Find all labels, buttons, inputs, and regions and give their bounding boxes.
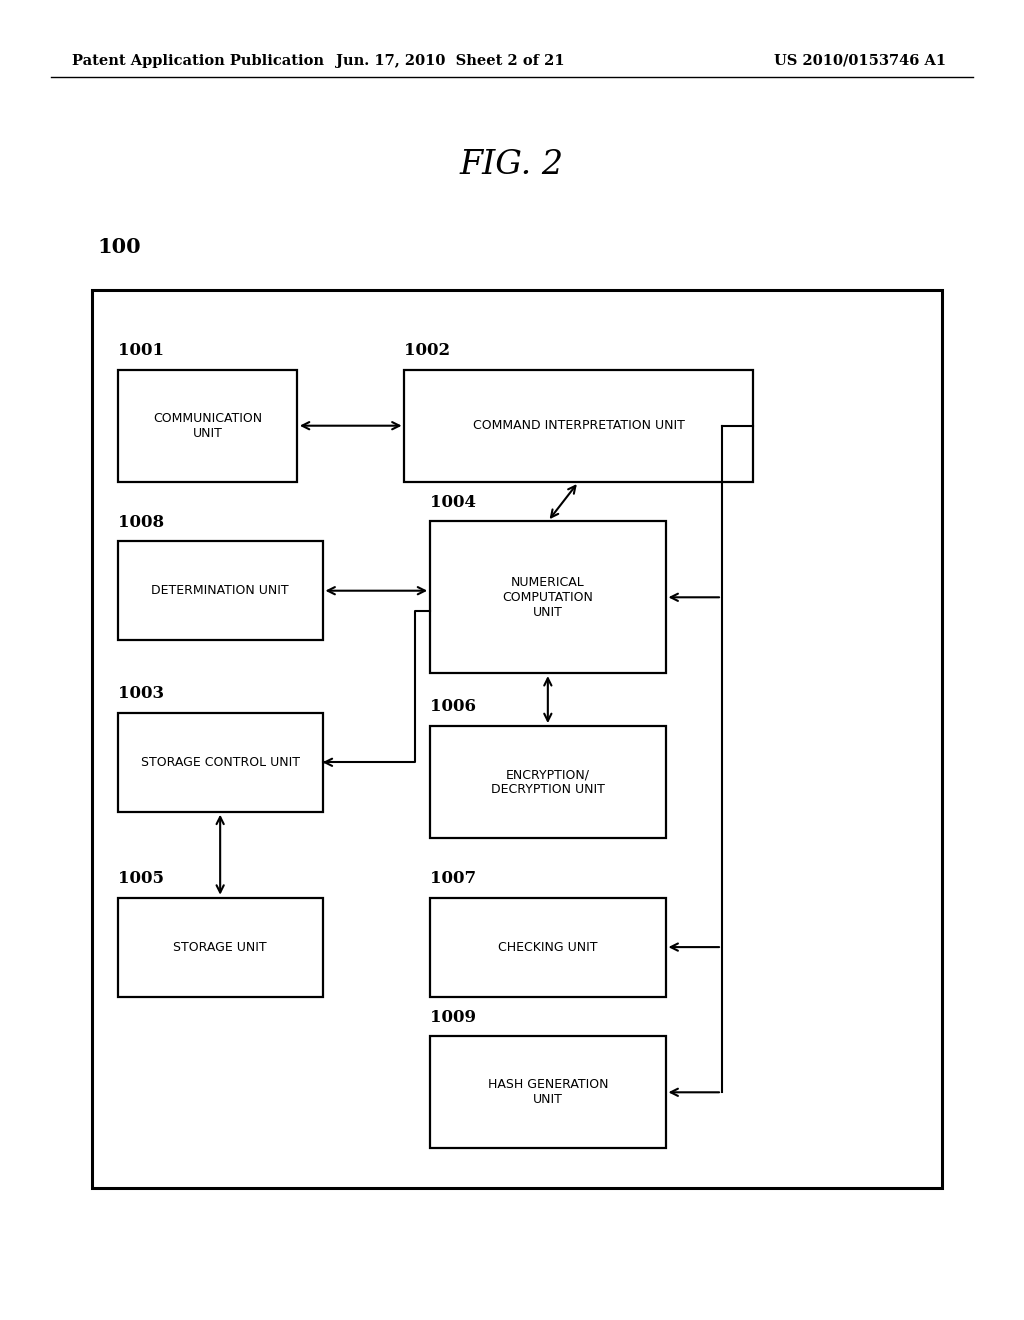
Text: 1003: 1003 [118,685,164,702]
Text: CHECKING UNIT: CHECKING UNIT [498,941,598,953]
Bar [118,713,323,812]
Bar [430,898,666,997]
Text: STORAGE UNIT: STORAGE UNIT [173,941,267,953]
Text: Patent Application Publication: Patent Application Publication [72,54,324,67]
Bar [430,1036,666,1148]
Text: ENCRYPTION/
DECRYPTION UNIT: ENCRYPTION/ DECRYPTION UNIT [490,768,605,796]
Text: 1006: 1006 [430,698,476,715]
Text: 1007: 1007 [430,870,476,887]
Text: 1002: 1002 [404,342,451,359]
Text: US 2010/0153746 A1: US 2010/0153746 A1 [774,54,946,67]
Bar [92,290,942,1188]
Bar [404,370,753,482]
Text: 1008: 1008 [118,513,164,531]
Bar [118,898,323,997]
Text: FIG. 2: FIG. 2 [460,149,564,181]
Text: HASH GENERATION
UNIT: HASH GENERATION UNIT [487,1078,608,1106]
Text: Jun. 17, 2010  Sheet 2 of 21: Jun. 17, 2010 Sheet 2 of 21 [336,54,565,67]
Text: COMMUNICATION
UNIT: COMMUNICATION UNIT [153,412,262,440]
Bar [118,370,297,482]
Text: DETERMINATION UNIT: DETERMINATION UNIT [152,585,289,597]
Text: 100: 100 [97,238,141,257]
Text: 1005: 1005 [118,870,164,887]
Bar [430,726,666,838]
Bar [430,521,666,673]
Text: 1004: 1004 [430,494,476,511]
Text: 1001: 1001 [118,342,164,359]
Text: STORAGE CONTROL UNIT: STORAGE CONTROL UNIT [140,756,300,768]
Text: COMMAND INTERPRETATION UNIT: COMMAND INTERPRETATION UNIT [473,420,684,432]
Bar [118,541,323,640]
Text: NUMERICAL
COMPUTATION
UNIT: NUMERICAL COMPUTATION UNIT [503,576,593,619]
Text: 1009: 1009 [430,1008,476,1026]
